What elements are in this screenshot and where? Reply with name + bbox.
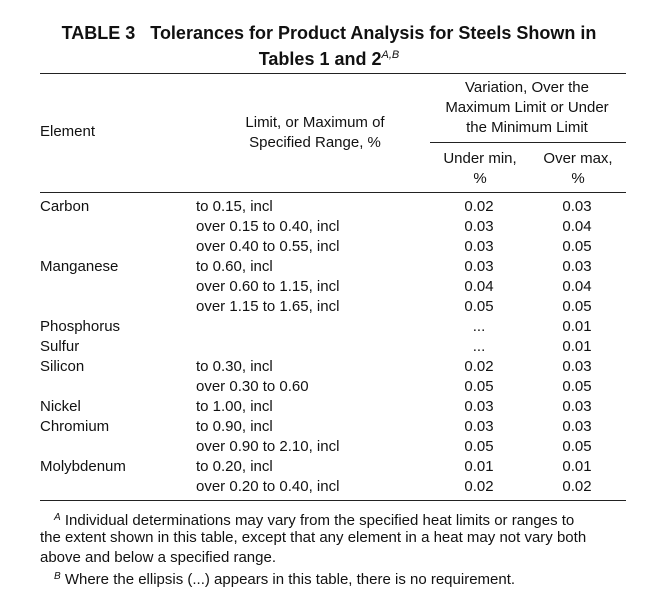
row-under-min: 0.01 xyxy=(464,458,494,475)
row-element: Molybdenum xyxy=(40,458,126,475)
header-limit-line1: Limit, or Maximum of xyxy=(245,114,385,131)
row-under-min: 0.03 xyxy=(464,218,494,235)
row-over-max: 0.04 xyxy=(562,218,592,235)
row-limit: to 1.00, incl xyxy=(196,398,273,415)
row-limit: over 0.15 to 0.40, incl xyxy=(196,218,340,235)
row-element: Silicon xyxy=(40,358,85,375)
row-limit: over 0.90 to 2.10, incl xyxy=(196,438,340,455)
header-variation-line3: the Minimum Limit xyxy=(466,119,588,136)
header-limit-line2: Specified Range, % xyxy=(249,134,381,151)
bottom-rule xyxy=(40,500,626,501)
header-under-min: Under min, % xyxy=(434,149,526,189)
top-rule xyxy=(40,73,626,74)
header-under-line2: % xyxy=(473,170,487,187)
row-limit: to 0.90, incl xyxy=(196,418,273,435)
row-element: Chromium xyxy=(40,418,110,435)
table-title-text: Tolerances for Product Analysis for Stee… xyxy=(150,23,597,43)
row-over-max: 0.04 xyxy=(562,278,592,295)
row-under-min: 0.04 xyxy=(464,278,494,295)
header-variation: Variation, Over the Maximum Limit or Und… xyxy=(428,78,626,138)
row-element: Nickel xyxy=(40,398,81,415)
row-over-max: 0.01 xyxy=(562,458,592,475)
row-limit: over 1.15 to 1.65, incl xyxy=(196,298,340,315)
table-title: TABLE 3 Tolerances for Product Analysis … xyxy=(0,22,658,70)
table-title-line2: Tables 1 and 2 xyxy=(258,49,382,69)
row-over-max: 0.05 xyxy=(562,298,592,315)
variation-rule xyxy=(430,142,626,143)
row-limit: over 0.60 to 1.15, incl xyxy=(196,278,340,295)
header-over-line1: Over max, xyxy=(543,150,613,167)
row-over-max: 0.05 xyxy=(562,438,592,455)
row-limit: to 0.15, incl xyxy=(196,198,273,215)
row-under-min: 0.02 xyxy=(464,198,494,215)
row-over-max: 0.03 xyxy=(562,418,592,435)
row-limit: to 0.60, incl xyxy=(196,258,273,275)
row-limit: over 0.40 to 0.55, incl xyxy=(196,238,340,255)
row-element: Manganese xyxy=(40,258,119,275)
footnote-b-text: Where the ellipsis (...) appears in this… xyxy=(64,571,516,588)
footnote-a-mark: A xyxy=(54,512,61,523)
row-over-max: 0.03 xyxy=(562,198,592,215)
header-variation-line1: Variation, Over the xyxy=(465,79,589,96)
table-label: TABLE 3 xyxy=(61,23,136,43)
row-over-max: 0.02 xyxy=(562,478,592,495)
row-under-min: ... xyxy=(472,318,486,335)
header-element: Element xyxy=(40,123,96,140)
header-limit: Limit, or Maximum of Specified Range, % xyxy=(215,113,415,153)
row-limit: over 0.30 to 0.60 xyxy=(196,378,309,395)
footnote-a-line2: the extent shown in this table, except t… xyxy=(40,529,587,546)
header-bottom-rule xyxy=(40,192,626,193)
row-limit: to 0.30, incl xyxy=(196,358,273,375)
row-under-min: 0.03 xyxy=(464,418,494,435)
row-under-min: 0.05 xyxy=(464,298,494,315)
row-under-min: 0.05 xyxy=(464,438,494,455)
footnote-b-mark: B xyxy=(54,571,61,582)
row-under-min: 0.02 xyxy=(464,358,494,375)
row-under-min: 0.03 xyxy=(464,258,494,275)
row-over-max: 0.05 xyxy=(562,238,592,255)
footnote-a-line1: Individual determinations may vary from … xyxy=(64,512,575,529)
footnote-a-line2-row: the extent shown in this table, except t… xyxy=(40,528,640,548)
header-under-line1: Under min, xyxy=(443,150,517,167)
row-limit: to 0.20, incl xyxy=(196,458,273,475)
row-over-max: 0.05 xyxy=(562,378,592,395)
row-limit: over 0.20 to 0.40, incl xyxy=(196,478,340,495)
footnote-a-line3-row: above and below a specified range. xyxy=(40,548,640,568)
row-element: Carbon xyxy=(40,198,90,215)
footnote-a: A Individual determinations may vary fro… xyxy=(40,508,640,531)
title-footnote-marks: A,B xyxy=(381,49,400,61)
row-over-max: 0.03 xyxy=(562,358,592,375)
row-element: Phosphorus xyxy=(40,318,121,335)
row-under-min: ... xyxy=(472,338,486,355)
row-under-min: 0.03 xyxy=(464,238,494,255)
header-variation-line2: Maximum Limit or Under xyxy=(445,99,609,116)
row-over-max: 0.03 xyxy=(562,398,592,415)
footnote-b: B Where the ellipsis (...) appears in th… xyxy=(40,567,640,590)
row-over-max: 0.03 xyxy=(562,258,592,275)
header-over-max: Over max, % xyxy=(532,149,624,189)
row-under-min: 0.03 xyxy=(464,398,494,415)
row-over-max: 0.01 xyxy=(562,338,592,355)
row-under-min: 0.05 xyxy=(464,378,494,395)
row-over-max: 0.01 xyxy=(562,318,592,335)
footnote-a-line3: above and below a specified range. xyxy=(40,549,277,566)
header-over-line2: % xyxy=(571,170,585,187)
row-element: Sulfur xyxy=(40,338,80,355)
row-under-min: 0.02 xyxy=(464,478,494,495)
